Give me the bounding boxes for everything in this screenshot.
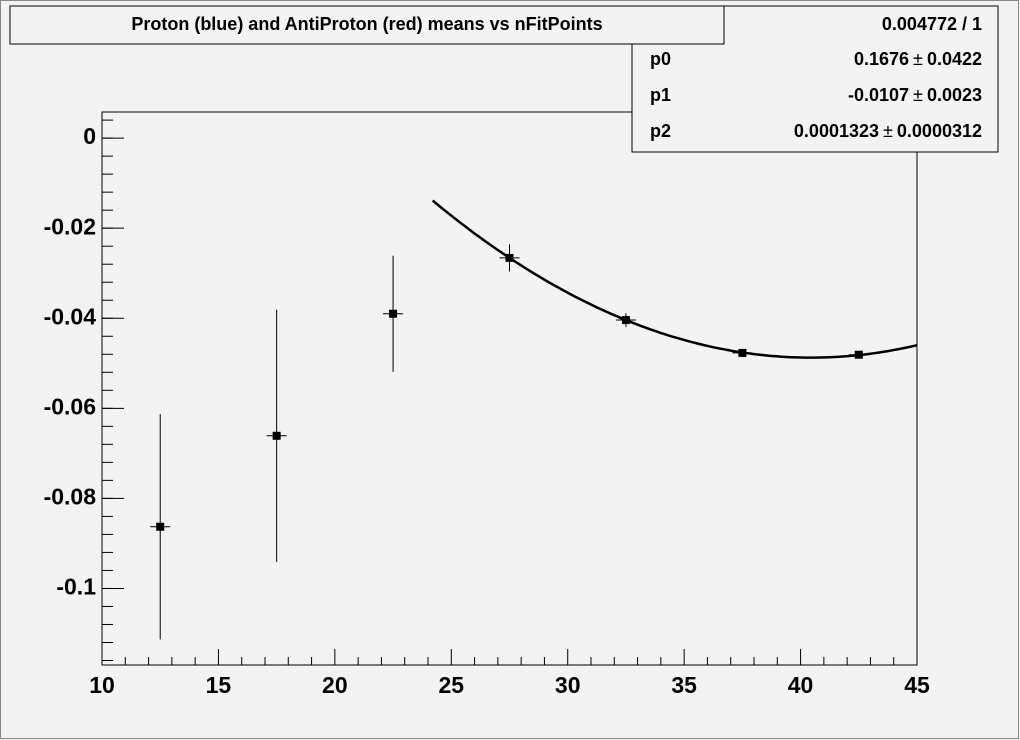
x-tick-label: 45 [904, 672, 930, 698]
x-tick-label: 40 [788, 672, 814, 698]
y-tick-label: -0.06 [44, 393, 96, 419]
param-value-number: -0.0107 [848, 85, 909, 105]
plus-minus: ± [913, 85, 923, 105]
param-value-number: 0.0001323 [794, 121, 879, 141]
param-value: -0.0107 ±0.0023 [848, 85, 982, 105]
param-value-number: 0.1676 [854, 49, 909, 69]
x-tick-label: 20 [322, 672, 348, 698]
x-tick-label: 15 [206, 672, 232, 698]
y-tick-label: -0.08 [44, 483, 97, 509]
param-name: p2 [650, 121, 671, 141]
plus-minus: ± [883, 121, 893, 141]
marker [738, 348, 747, 357]
marker [854, 350, 863, 359]
marker [156, 522, 165, 531]
marker [389, 309, 398, 318]
title-box [9, 5, 725, 45]
x-tick-label: 35 [671, 672, 697, 698]
param-name: p0 [650, 49, 671, 69]
param-error: 0.0422 [927, 49, 982, 69]
marker [505, 253, 514, 262]
chart-title: Proton (blue) and AntiProton (red) means… [131, 14, 602, 34]
x-tick-label: 25 [438, 672, 464, 698]
x-tick-label: 30 [555, 672, 581, 698]
y-tick-label: -0.02 [44, 213, 96, 239]
y-tick-label: -0.04 [44, 303, 97, 329]
param-error: 0.0023 [927, 85, 982, 105]
chi2-ndf: 0.004772 / 1 [882, 14, 982, 34]
y-tick-label: 0 [83, 123, 96, 149]
frame [101, 111, 918, 666]
param-error: 0.0000312 [897, 121, 982, 141]
marker [621, 316, 630, 325]
marker [272, 431, 281, 440]
x-tick-label: 10 [89, 672, 115, 698]
plot-area [101, 119, 918, 665]
param-value: 0.0001323 ±0.0000312 [794, 121, 982, 141]
param-value: 0.1676 ±0.0422 [854, 49, 982, 69]
param-name: p1 [650, 85, 671, 105]
y-tick-label: -0.1 [56, 574, 96, 600]
plus-minus: ± [913, 49, 923, 69]
